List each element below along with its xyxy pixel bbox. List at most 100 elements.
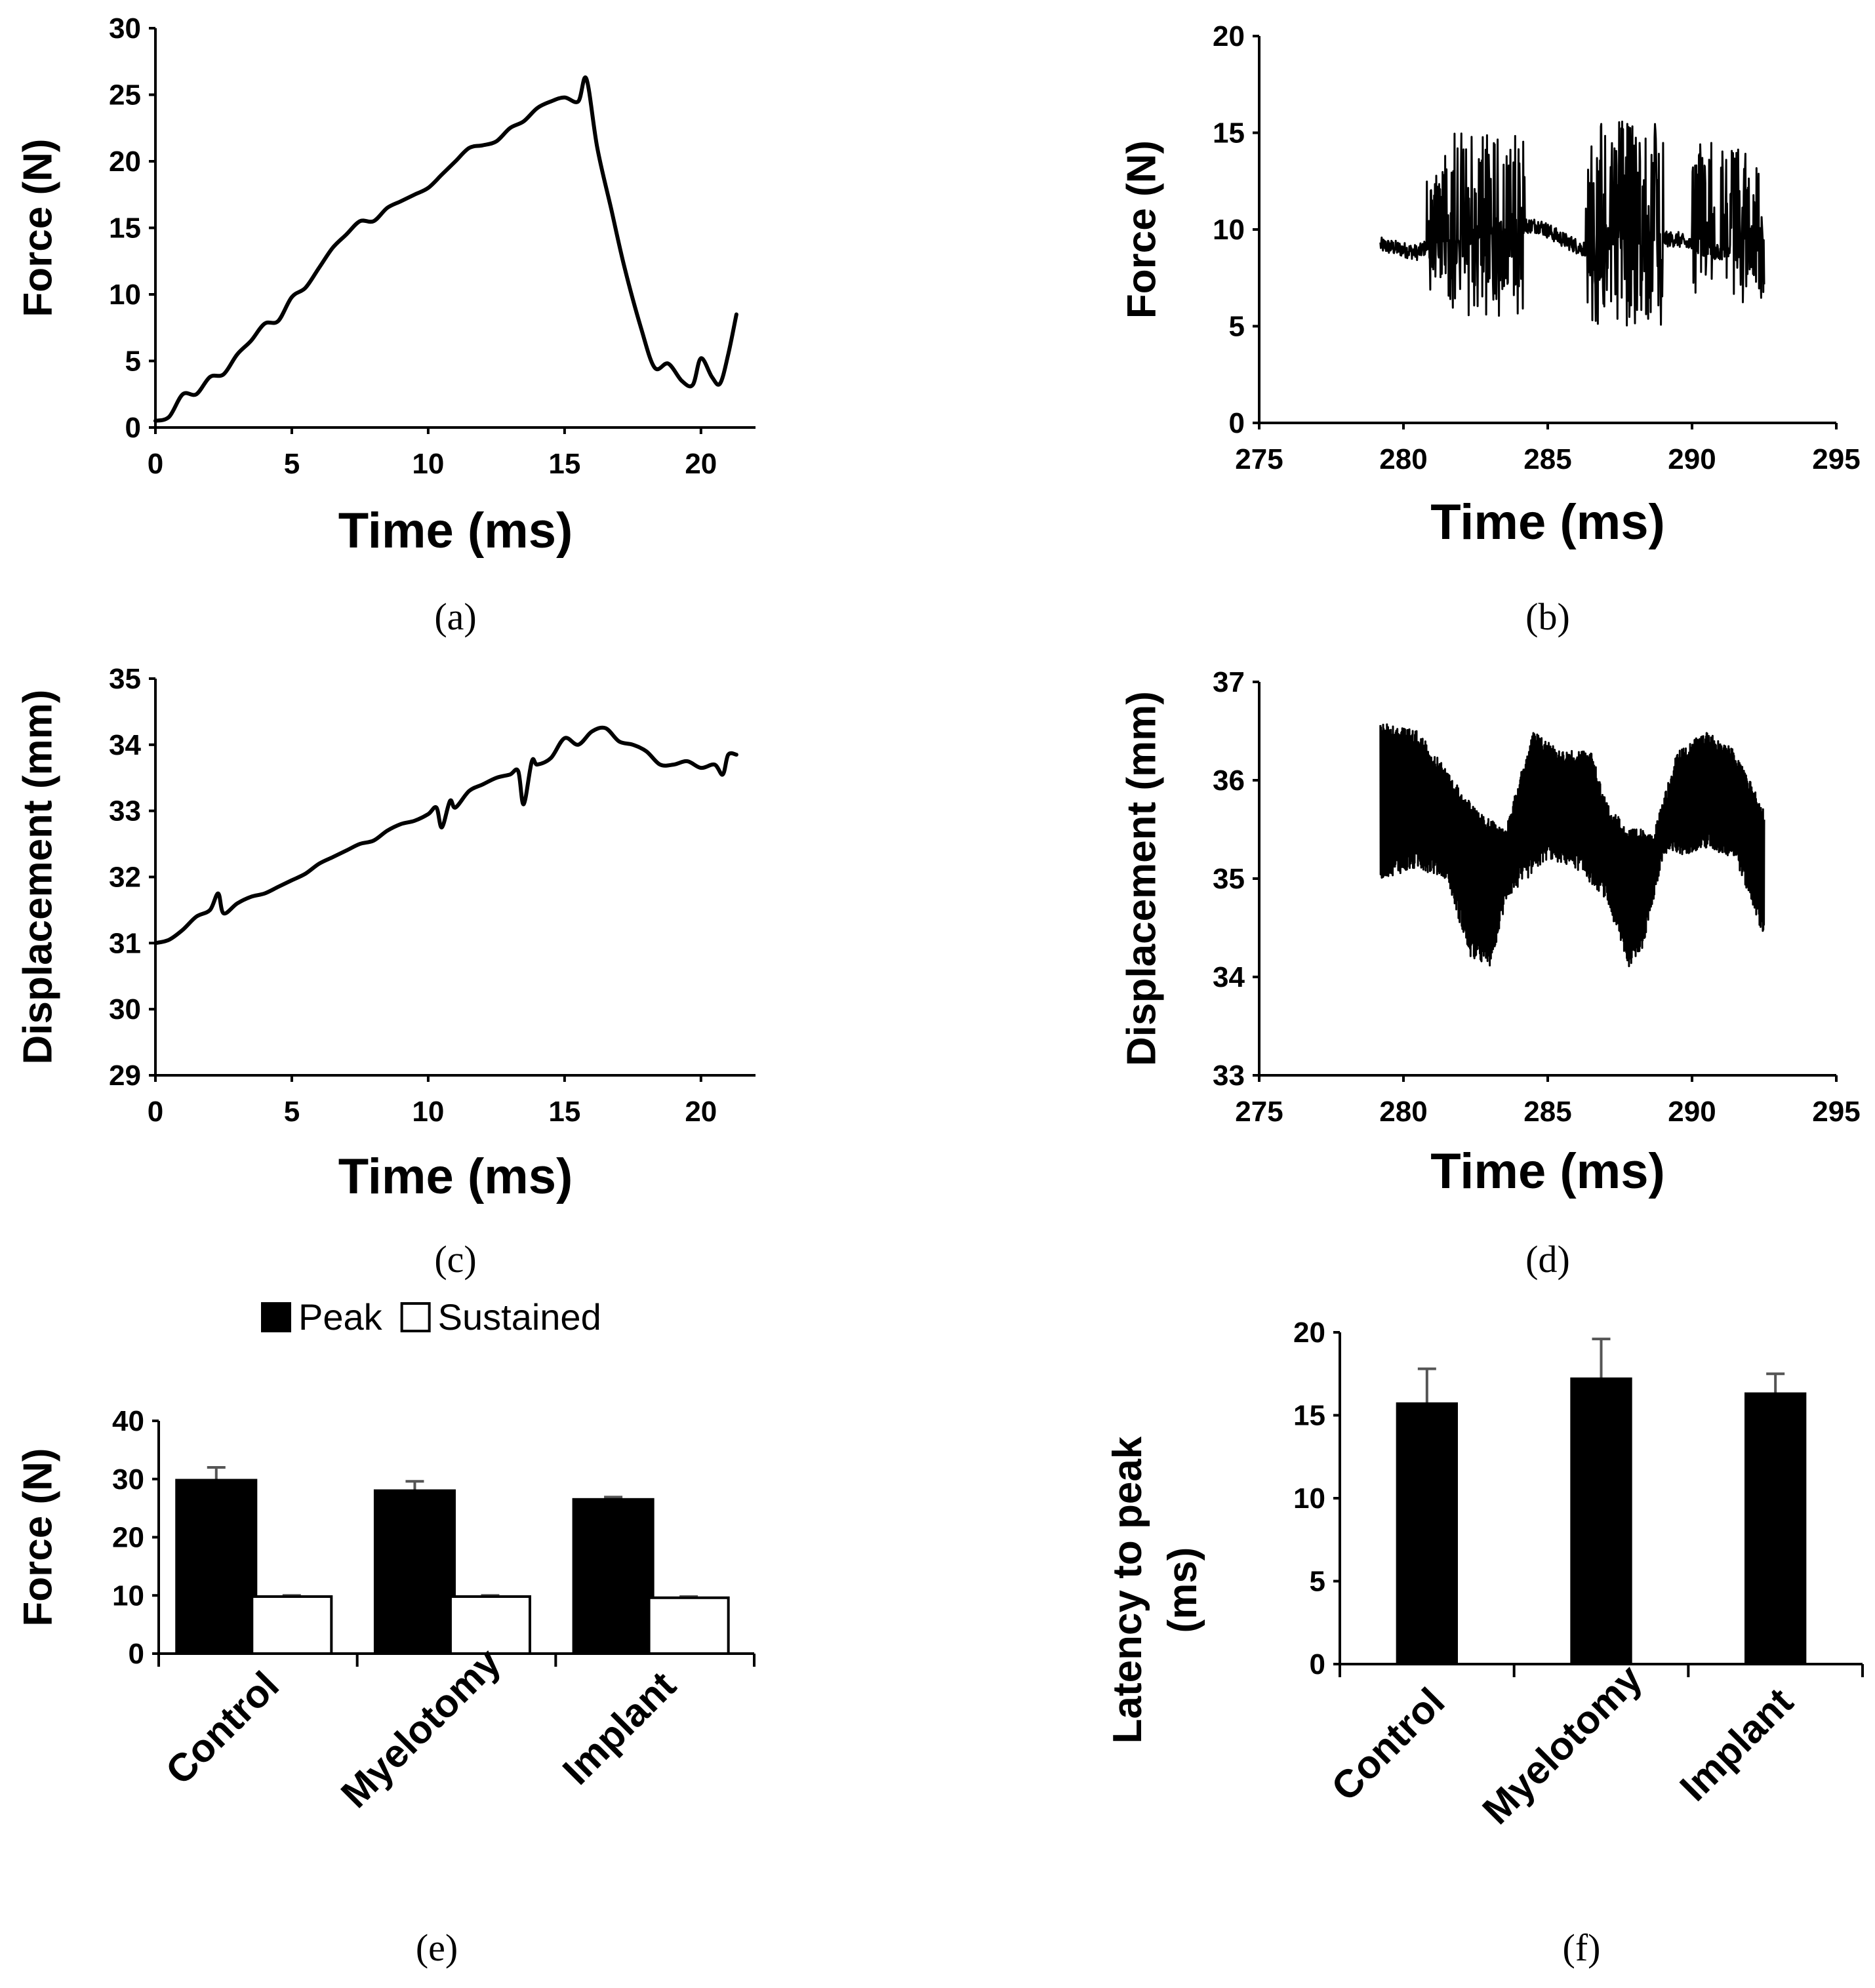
- bar-sustained: [449, 1595, 531, 1655]
- x-tick-label: 280: [1379, 443, 1427, 475]
- y-tick-label: 30: [109, 12, 141, 45]
- category-label: Implant: [1672, 1679, 1802, 1809]
- y-tick-label: 20: [112, 1522, 144, 1554]
- legend-swatch: [400, 1302, 431, 1332]
- y-tick-label: 20: [1293, 1317, 1325, 1349]
- bar-peak: [572, 1498, 655, 1655]
- bar-latency: [1744, 1392, 1807, 1666]
- y-tick-label: 40: [112, 1405, 144, 1437]
- y-tick-label: 32: [109, 862, 141, 894]
- y-tick-label: 0: [129, 1638, 144, 1670]
- legend-label: Peak: [298, 1296, 383, 1338]
- y-axis-title: Force (N): [15, 1448, 60, 1626]
- x-tick-label: 5: [284, 1096, 300, 1128]
- legend-label: Sustained: [438, 1296, 601, 1338]
- y-tick-label: 10: [109, 279, 141, 311]
- y-tick-label: 33: [109, 795, 141, 827]
- legend: Peak Sustained: [261, 1296, 601, 1338]
- y-tick-label: 5: [1310, 1566, 1325, 1598]
- category-label: Control: [1323, 1679, 1453, 1809]
- x-tick-label: 295: [1812, 443, 1860, 475]
- chart-panel-e: 0 10 20 30 40 Control Myelotomy Implant Force (N…: [15, 1296, 756, 1969]
- category-label: Implant: [554, 1663, 684, 1793]
- panel-caption: (f): [1563, 1926, 1601, 1969]
- x-tick-label: 10: [412, 448, 444, 480]
- y-tick-label: 10: [1213, 214, 1245, 246]
- x-tick-label: 285: [1523, 1096, 1571, 1128]
- x-tick-label: 275: [1235, 1096, 1283, 1128]
- x-tick-label: 20: [685, 448, 717, 480]
- x-tick-label: 285: [1523, 443, 1571, 475]
- bar-sustained: [251, 1595, 333, 1655]
- x-tick-label: 15: [548, 1096, 580, 1128]
- y-tick-label: 15: [109, 212, 141, 245]
- bar-sustained: [647, 1596, 730, 1656]
- legend-swatch: [261, 1302, 291, 1332]
- x-tick-label: 20: [685, 1096, 717, 1128]
- y-tick-label: 35: [109, 663, 141, 695]
- y-tick-label: 10: [112, 1580, 144, 1612]
- bar-latency: [1396, 1402, 1458, 1666]
- category-label: Control: [157, 1663, 287, 1793]
- y-axis-title: Force (N): [1119, 140, 1164, 319]
- y-tick-label: 34: [109, 729, 141, 761]
- y-tick-label: 20: [1213, 20, 1245, 52]
- y-tick-label: 5: [125, 346, 141, 378]
- y-axis-title-line: (ms): [1160, 1547, 1205, 1633]
- chart-panel-a: 0 5 10 15 20 25 30 0 5 10 15 20 Force (N) Time (ms) (a…: [15, 12, 756, 638]
- panel-caption: (a): [434, 595, 476, 638]
- x-tick-label: 10: [412, 1096, 444, 1128]
- y-axis-title: Displacement (mm): [15, 690, 60, 1065]
- y-tick-label: 34: [1213, 961, 1245, 993]
- bar-peak: [175, 1479, 258, 1655]
- panel-caption: (b): [1525, 595, 1570, 638]
- x-tick-label: 0: [148, 1096, 163, 1128]
- x-tick-label: 0: [148, 448, 163, 480]
- x-tick-label: 15: [548, 448, 580, 480]
- x-tick-label: 275: [1235, 443, 1283, 475]
- y-tick-label: 30: [109, 993, 141, 1025]
- chart-panel-f: 0 5 10 15 20 Control Myelotomy Implant Latency t…: [1105, 1317, 1864, 1969]
- y-tick-label: 10: [1293, 1482, 1325, 1515]
- y-tick-label: 30: [112, 1463, 144, 1496]
- series-line: [1379, 121, 1765, 327]
- y-tick-label: 35: [1213, 863, 1245, 895]
- panel-caption: (c): [434, 1238, 476, 1281]
- x-tick-label: 290: [1668, 443, 1716, 475]
- y-tick-label: 37: [1213, 666, 1245, 698]
- y-tick-label: 33: [1213, 1060, 1245, 1092]
- y-tick-label: 0: [125, 412, 141, 444]
- y-tick-label: 0: [1229, 407, 1245, 439]
- y-axis-title-line: Latency to peak: [1105, 1436, 1150, 1743]
- category-label: Myelotomy: [333, 1640, 509, 1816]
- y-axis-title: Force (N): [15, 138, 60, 317]
- x-axis-title: Time (ms): [338, 503, 573, 559]
- series-line: [153, 75, 738, 423]
- series-line: [153, 725, 738, 945]
- y-tick-label: 15: [1293, 1400, 1325, 1432]
- x-tick-label: 5: [284, 448, 300, 480]
- y-axis-title: Latency to peak (ms): [1105, 1436, 1205, 1743]
- y-tick-label: 5: [1229, 311, 1245, 343]
- y-tick-label: 25: [109, 79, 141, 111]
- panel-caption: (e): [416, 1926, 458, 1969]
- y-tick-label: 36: [1213, 765, 1245, 797]
- x-tick-label: 290: [1668, 1096, 1716, 1128]
- x-axis-title: Time (ms): [1430, 494, 1665, 550]
- y-tick-label: 0: [1310, 1648, 1325, 1680]
- chart-panel-c: 29 30 31 32 33 34 35 0 5 10 15 20 Displacement (mm) T…: [15, 663, 756, 1281]
- y-tick-label: 31: [109, 927, 141, 959]
- series-line: [1379, 723, 1765, 968]
- bar-latency: [1570, 1377, 1632, 1666]
- y-tick-label: 29: [109, 1060, 141, 1092]
- panel-caption: (d): [1525, 1238, 1570, 1281]
- chart-panel-b: 0 5 10 15 20 275 280 285 290 295 Force (N) Time (ms…: [1119, 20, 1860, 638]
- x-axis-title: Time (ms): [338, 1149, 573, 1204]
- category-label: Myelotomy: [1474, 1656, 1651, 1833]
- x-axis-title: Time (ms): [1430, 1143, 1665, 1199]
- y-tick-label: 20: [109, 146, 141, 178]
- y-tick-label: 15: [1213, 117, 1245, 149]
- x-tick-label: 280: [1379, 1096, 1427, 1128]
- y-axis-title: Displacement (mm): [1119, 691, 1164, 1066]
